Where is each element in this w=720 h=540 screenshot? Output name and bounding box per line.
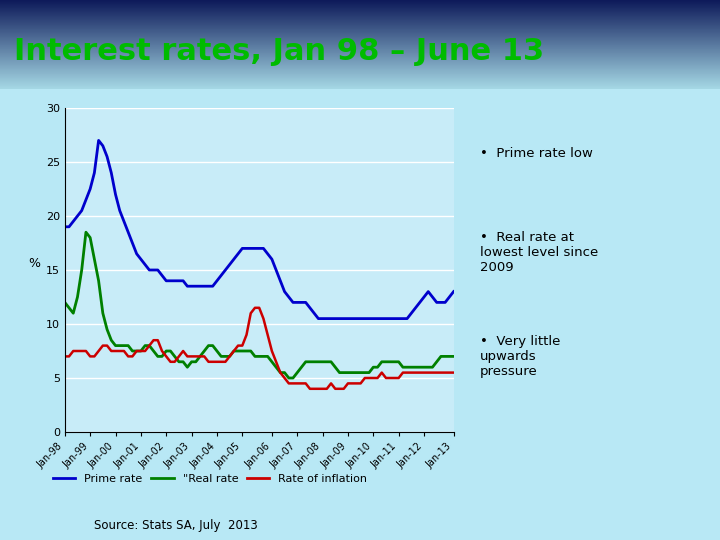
Text: •  Prime rate low: • Prime rate low xyxy=(480,147,593,160)
Text: Source: Stats SA, July  2013: Source: Stats SA, July 2013 xyxy=(94,519,257,532)
Y-axis label: %: % xyxy=(29,257,41,270)
Text: •  Very little
upwards
pressure: • Very little upwards pressure xyxy=(480,335,560,378)
Text: •  Real rate at
lowest level since
2009: • Real rate at lowest level since 2009 xyxy=(480,231,598,274)
Legend: Prime rate, "Real rate, Rate of inflation: Prime rate, "Real rate, Rate of inflatio… xyxy=(49,470,372,489)
Text: Interest rates, Jan 98 – June 13: Interest rates, Jan 98 – June 13 xyxy=(14,37,544,66)
